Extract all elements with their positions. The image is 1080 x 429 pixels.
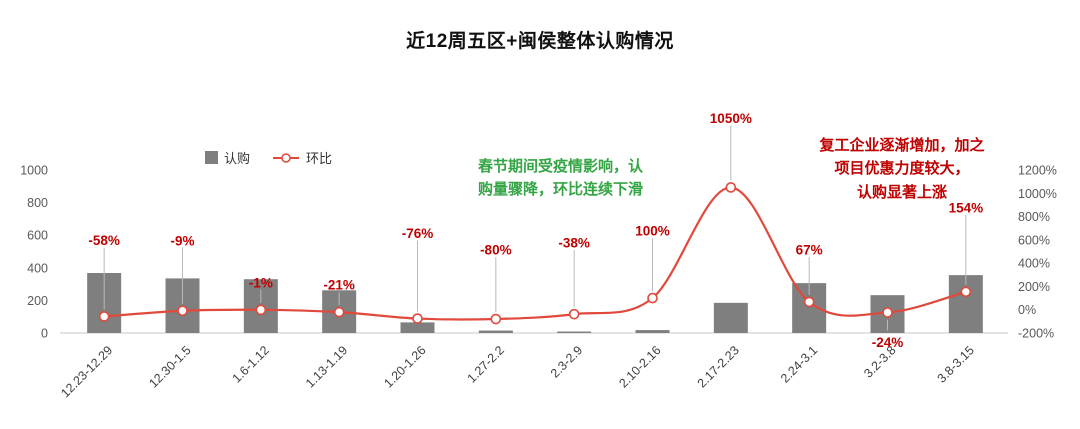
left-axis-tick: 800 bbox=[27, 196, 48, 210]
legend: 认购 环比 bbox=[205, 148, 332, 167]
line-series-swatch-icon bbox=[273, 152, 300, 163]
legend-label-line: 环比 bbox=[306, 151, 333, 166]
right-axis-tick: 0% bbox=[1018, 303, 1036, 317]
line-marker bbox=[647, 292, 658, 304]
line-marker bbox=[412, 313, 423, 324]
right-axis-tick: 400% bbox=[1018, 257, 1050, 271]
annotation-text-line: 项目优惠力度较大， bbox=[834, 160, 970, 178]
x-axis-label: 12.30-1.5 bbox=[146, 343, 193, 390]
annotation-text-line: 认购显著上涨 bbox=[856, 183, 947, 201]
line-marker bbox=[725, 182, 737, 193]
left-axis-tick: 0 bbox=[41, 327, 48, 341]
line-marker bbox=[960, 286, 972, 298]
line-marker bbox=[255, 304, 267, 316]
pct-label: 67% bbox=[796, 242, 823, 257]
x-axis-label: 2.17-2.23 bbox=[695, 343, 742, 390]
x-axis-label: 1.27-2.2 bbox=[465, 343, 507, 385]
x-axis-label: 2.10-2.16 bbox=[616, 343, 663, 390]
line-marker bbox=[882, 307, 893, 318]
x-axis-label: 2.3-2.9 bbox=[548, 343, 585, 380]
x-axis-label: 1.6-1.12 bbox=[230, 343, 272, 385]
right-axis-tick: 600% bbox=[1018, 233, 1050, 247]
right-axis-tick: 1200% bbox=[1018, 164, 1057, 178]
bar bbox=[713, 302, 748, 333]
annotation-text-line: 复工企业逐渐增加，加之 bbox=[819, 137, 985, 154]
line-marker bbox=[803, 296, 815, 308]
pct-label: -24% bbox=[872, 335, 904, 350]
left-axis-tick: 400 bbox=[27, 261, 48, 275]
pct-label: 100% bbox=[635, 224, 670, 239]
right-axis-tick: 1000% bbox=[1018, 187, 1057, 201]
left-axis-tick: 600 bbox=[27, 229, 48, 243]
bar-series-swatch-icon bbox=[205, 151, 218, 164]
x-axis-label: 3.8-3.15 bbox=[935, 343, 977, 385]
annotation-text-line: 春节期间受疫情影响，认 bbox=[478, 158, 644, 175]
bar bbox=[478, 330, 513, 333]
pct-label: 154% bbox=[949, 200, 984, 215]
pct-label: -21% bbox=[323, 278, 355, 293]
pct-label: -9% bbox=[170, 233, 194, 248]
chart-title: 近12周五区+闽侯整体认购情况 bbox=[406, 31, 674, 52]
right-axis-tick: 200% bbox=[1018, 280, 1050, 294]
bar bbox=[400, 322, 435, 333]
line-marker bbox=[490, 313, 502, 325]
line-marker bbox=[98, 311, 110, 322]
pct-label: -1% bbox=[249, 275, 273, 290]
bar bbox=[557, 331, 592, 333]
pct-label: 1050% bbox=[710, 111, 752, 126]
x-axis-label: 1.20-1.26 bbox=[381, 343, 428, 390]
x-axis-label: 1.13-1.19 bbox=[303, 343, 350, 390]
annotation-spring-festival: 春节期间受疫情影响，认 购量骤降，环比连续下滑 bbox=[478, 155, 700, 202]
pct-label: -80% bbox=[480, 243, 512, 258]
legend-item-bars: 认购 bbox=[205, 148, 250, 167]
annotation-text-line: 购量骤降，环比连续下滑 bbox=[478, 181, 644, 199]
line-series bbox=[104, 186, 967, 321]
left-axis-tick: 200 bbox=[27, 294, 48, 308]
line-marker bbox=[568, 308, 580, 320]
x-axis-label: 2.24-3.1 bbox=[778, 343, 820, 385]
right-axis-tick: -200% bbox=[1018, 327, 1054, 341]
x-axis-label: 12.23-12.29 bbox=[58, 343, 115, 400]
legend-item-line: 环比 bbox=[272, 148, 332, 167]
pct-label: -76% bbox=[402, 226, 434, 241]
line-marker bbox=[177, 305, 188, 317]
pct-label: -38% bbox=[558, 236, 590, 251]
bar bbox=[635, 330, 670, 333]
pct-label: -58% bbox=[88, 233, 120, 248]
annotation-resume-work: 复工企业逐渐增加，加之 项目优惠力度较大， 认购显著上涨 bbox=[804, 134, 1000, 204]
left-axis-tick: 1000 bbox=[20, 164, 48, 178]
line-marker bbox=[333, 306, 345, 318]
legend-label-bars: 认购 bbox=[224, 151, 251, 166]
right-axis-tick: 800% bbox=[1018, 210, 1050, 224]
